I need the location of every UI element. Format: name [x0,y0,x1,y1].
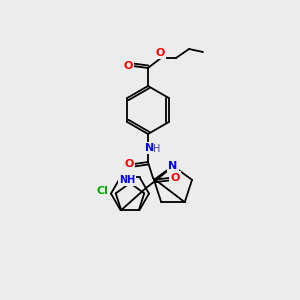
Text: H: H [153,144,161,154]
Text: O: O [123,61,133,71]
Text: O: O [124,159,134,169]
Text: O: O [170,173,180,183]
Text: N: N [146,143,154,153]
Text: N: N [168,161,178,171]
Text: Cl: Cl [96,186,108,196]
Text: NH: NH [119,175,135,185]
Text: O: O [155,48,165,58]
